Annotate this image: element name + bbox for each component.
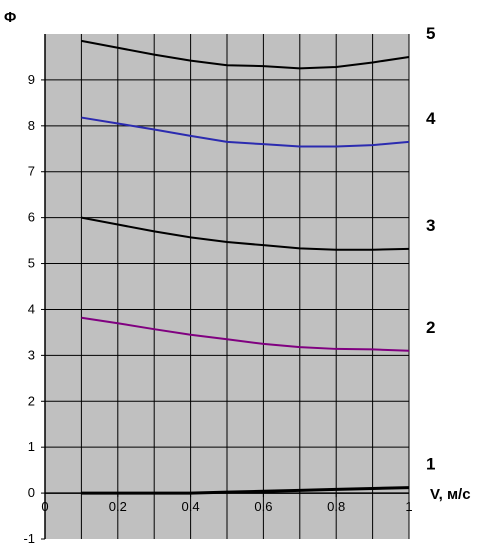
y-tick-label: 5	[28, 256, 35, 271]
series-label-3: 3	[426, 216, 435, 235]
y-axis-title: Φ	[4, 9, 16, 26]
x-tick-label: 1	[405, 499, 412, 514]
x-tick-label: 0	[41, 499, 48, 514]
series-lines	[81, 39, 410, 495]
y-tick-label: 4	[28, 301, 35, 316]
y-tick-label: 6	[28, 210, 35, 225]
x-tick-label: 0.4	[182, 499, 200, 514]
y-tick-label: -1	[23, 531, 35, 544]
x-axis-title: V, м/с	[430, 486, 471, 503]
x-tick-label: 0.6	[254, 499, 272, 514]
series-line-4	[81, 116, 410, 148]
tick-labels: -1 0 1 2 3 4 5 6 7 8 9 0 0.2 0.4 0.6 0.8 1	[23, 72, 412, 544]
y-tick-label: 7	[28, 164, 35, 179]
y-tick-label: 8	[28, 118, 35, 133]
series-label-5: 5	[426, 24, 435, 43]
series-label-4: 4	[426, 109, 436, 128]
y-tick-label: 9	[28, 72, 35, 87]
series-line-5	[81, 39, 410, 70]
series-label-1: 1	[426, 455, 435, 474]
grid	[45, 34, 409, 539]
series-line-1	[81, 486, 410, 495]
series-labels: 1 2 3 4 5	[426, 24, 436, 474]
series-line-2	[81, 316, 410, 352]
y-tick-label: 0	[28, 485, 35, 500]
y-tick-label: 1	[28, 439, 35, 454]
x-tick-label: 0.8	[327, 499, 345, 514]
x-tick-label: 0.2	[109, 499, 127, 514]
series-line-3	[81, 216, 410, 251]
series-label-2: 2	[426, 318, 435, 337]
y-tick-label: 2	[28, 393, 35, 408]
y-tick-label: 3	[28, 347, 35, 362]
